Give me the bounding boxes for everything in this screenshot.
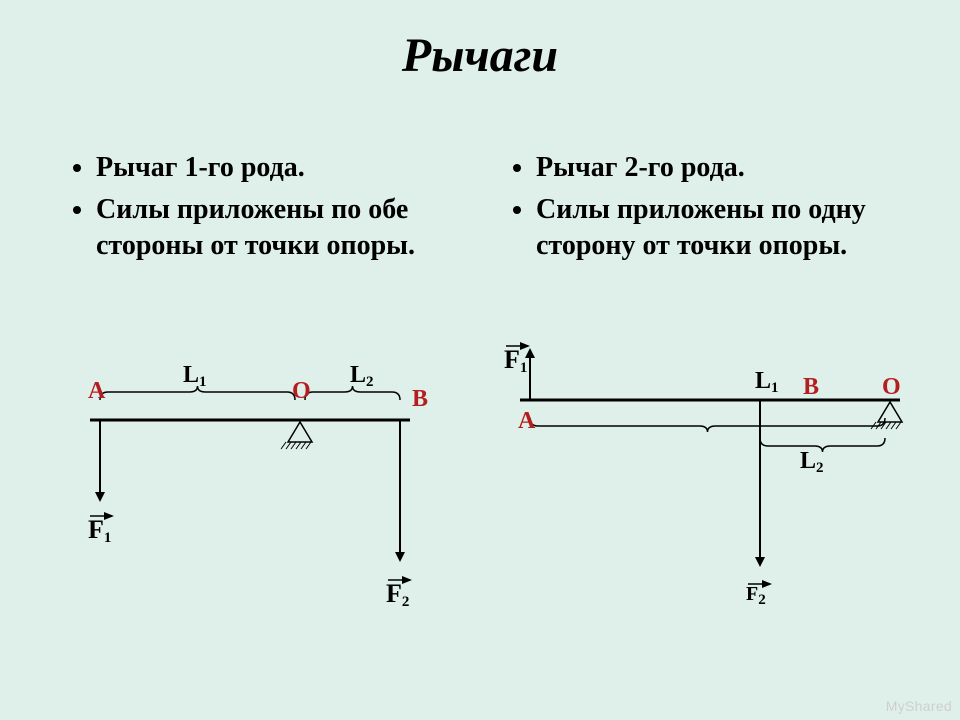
left-column: Рычаг 1-го рода. Силы приложены по обе с… xyxy=(60,150,490,269)
right-desc: Силы приложены по одну сторону от точки … xyxy=(536,192,930,264)
svg-text:A: A xyxy=(88,378,106,404)
left-desc: Силы приложены по обе стороны от точки о… xyxy=(96,192,490,264)
svg-text:A: A xyxy=(518,408,536,434)
svg-text:O: O xyxy=(292,378,311,404)
svg-text:L1: L1 xyxy=(755,368,779,396)
svg-text:F1: F1 xyxy=(88,515,111,546)
watermark: MyShared xyxy=(886,698,952,714)
svg-text:L2: L2 xyxy=(350,362,374,390)
lever-diagram-1: L1 L2 A O B F1 F2 xyxy=(70,340,450,630)
slide: Рычаги Рычаг 1-го рода. Силы приложены п… xyxy=(0,0,960,720)
left-heading: Рычаг 1-го рода. xyxy=(96,150,490,186)
svg-text:B: B xyxy=(803,374,819,400)
svg-text:F2: F2 xyxy=(386,579,409,610)
lever-diagram-2: L1L2ABOF1F2 xyxy=(500,340,920,630)
svg-text:F1: F1 xyxy=(504,345,527,376)
title-text: Рычаги xyxy=(402,29,558,82)
right-heading: Рычаг 2-го рода. xyxy=(536,150,930,186)
right-column: Рычаг 2-го рода. Силы приложены по одну … xyxy=(500,150,930,269)
svg-text:B: B xyxy=(412,386,428,412)
page-title: Рычаги xyxy=(0,28,960,83)
svg-text:L1: L1 xyxy=(183,362,207,390)
svg-text:L2: L2 xyxy=(800,448,824,476)
svg-text:O: O xyxy=(882,374,901,400)
